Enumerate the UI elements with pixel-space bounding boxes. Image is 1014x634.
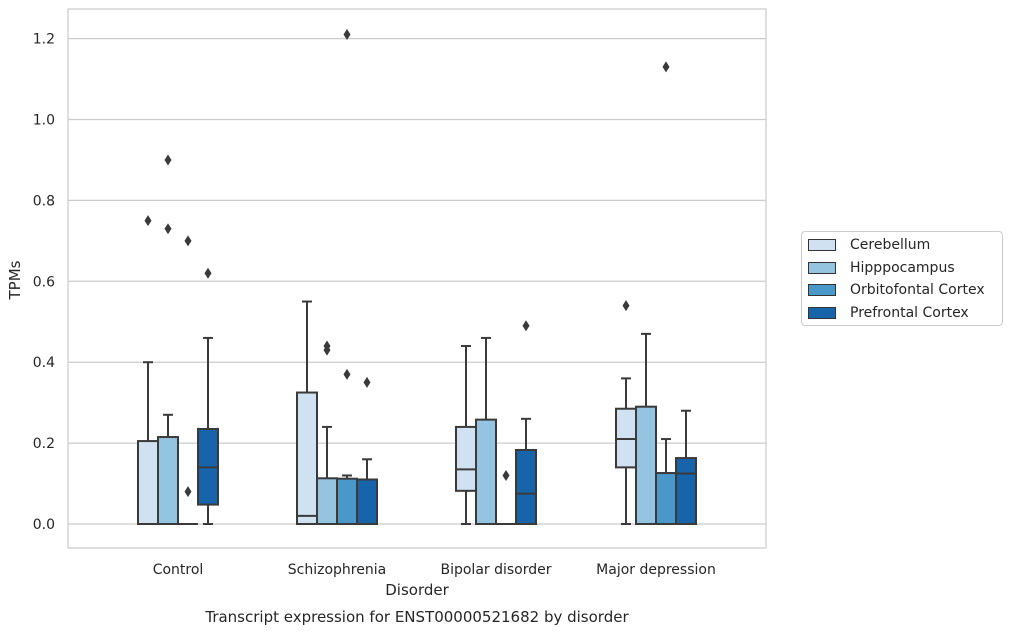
- box-iqr: [296, 391, 318, 525]
- box-iqr: [137, 440, 159, 526]
- box-iqr: [455, 425, 477, 492]
- x-tick-label: Control: [153, 562, 204, 578]
- outlier-point: [662, 61, 670, 73]
- outlier-point: [184, 235, 192, 247]
- outlier-point: [363, 376, 371, 388]
- outlier-point: [184, 486, 192, 498]
- legend-label-orbitofontal-cortex: Orbitofontal Cortex: [850, 282, 985, 298]
- box-1-2: [475, 336, 497, 526]
- x-axis-label: Disorder: [385, 581, 449, 599]
- box-1-0: [157, 154, 179, 525]
- y-tick-label: 1.0: [33, 113, 55, 129]
- legend-swatch-cerebellum: [808, 239, 836, 251]
- box-2-2: [496, 469, 516, 525]
- box-iqr: [157, 436, 179, 525]
- box-3-1: [356, 376, 378, 526]
- y-tick-label: 1.2: [33, 32, 55, 48]
- box-iqr: [316, 477, 338, 526]
- box-0-1: [296, 300, 318, 525]
- box-iqr: [635, 405, 657, 526]
- outlier-point: [323, 340, 331, 352]
- legend-item-orbitofontal-cortex: Orbitofontal Cortex: [808, 280, 985, 300]
- box-1-3: [635, 332, 657, 526]
- legend-item-prefrontal-cortex: Prefrontal Cortex: [808, 303, 969, 323]
- box-3-3: [675, 409, 697, 525]
- legend: Cerebellum Hipppocampus Orbitofontal Cor…: [801, 231, 1003, 326]
- y-tick-label: 0.2: [33, 436, 55, 452]
- box-iqr: [515, 448, 537, 525]
- outlier-point: [164, 223, 172, 235]
- y-tick-label: 0.0: [33, 517, 55, 533]
- outlier-point: [522, 320, 530, 332]
- y-tick-label: 0.4: [33, 355, 55, 371]
- legend-swatch-orbitofontal-cortex: [808, 284, 836, 296]
- legend-label-hipppocampus: Hipppocampus: [850, 260, 955, 276]
- box-iqr: [655, 472, 677, 525]
- box-3-0: [197, 267, 219, 525]
- x-tick-label: Bipolar disorder: [440, 562, 551, 578]
- legend-swatch-hipppocampus: [808, 262, 836, 274]
- box-2-1: [336, 29, 358, 526]
- x-tick-label: Major depression: [596, 562, 716, 578]
- box-iqr: [336, 477, 358, 526]
- box-2-3: [655, 61, 677, 525]
- box-1-1: [316, 340, 338, 526]
- outlier-point: [343, 368, 351, 380]
- outlier-point: [502, 469, 510, 481]
- outlier-point: [204, 267, 212, 279]
- x-tick-label: Schizophrenia: [288, 562, 386, 578]
- box-iqr: [475, 418, 497, 526]
- legend-label-prefrontal-cortex: Prefrontal Cortex: [850, 305, 969, 321]
- box-iqr: [675, 457, 697, 525]
- chart-title: Transcript expression for ENST0000052168…: [204, 608, 629, 626]
- y-tick-label: 0.8: [33, 193, 55, 209]
- legend-swatch-prefrontal-cortex: [808, 307, 836, 319]
- outlier-point: [622, 300, 630, 312]
- box-3-2: [515, 320, 537, 525]
- outlier-point: [144, 215, 152, 227]
- legend-item-cerebellum: Cerebellum: [808, 235, 930, 255]
- outlier-point: [343, 29, 351, 41]
- gridlines: [68, 37, 766, 525]
- outlier-point: [164, 154, 172, 166]
- boxes: [137, 29, 697, 526]
- box-2-0: [178, 235, 198, 525]
- y-axis-ticks: 0.0 0.2 0.4 0.6 0.8 1.0 1.2: [33, 32, 55, 533]
- box-iqr: [615, 407, 637, 469]
- box-0-0: [137, 215, 159, 526]
- box-iqr: [356, 478, 378, 526]
- y-axis-label: TPMs: [6, 260, 24, 300]
- legend-item-hipppocampus: Hipppocampus: [808, 258, 955, 278]
- y-tick-label: 0.6: [33, 274, 55, 290]
- plot-frame: [67, 8, 767, 549]
- box-0-3: [615, 300, 637, 525]
- legend-label-cerebellum: Cerebellum: [850, 237, 931, 253]
- x-axis-ticks: Control Schizophrenia Bipolar disorder Majo…: [153, 562, 716, 578]
- box-0-2: [455, 345, 477, 525]
